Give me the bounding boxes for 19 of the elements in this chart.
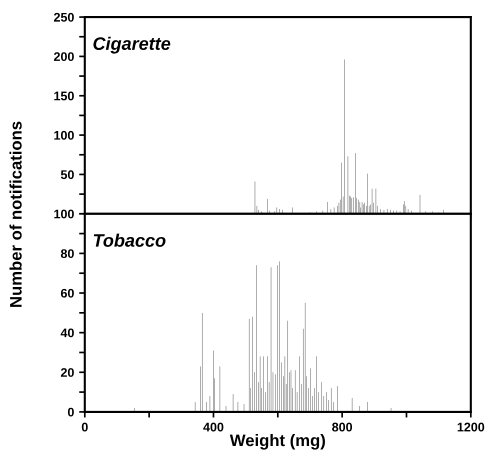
y-tick-label: 40 xyxy=(60,328,74,338)
y-tick-label: 100 xyxy=(54,130,74,140)
y-tick-label: 80 xyxy=(60,249,74,258)
y-tick-label: 60 xyxy=(60,288,74,298)
y-tick-label: 0 xyxy=(68,408,74,417)
y-tick-label: 250 xyxy=(54,12,74,22)
y-tick-label: 20 xyxy=(60,368,74,377)
x-tick-label: 400 xyxy=(203,422,224,432)
y-tick-label: 50 xyxy=(60,170,74,180)
y-axis-title: Number of notifications xyxy=(9,122,22,307)
x-axis-title: Weight (mg) xyxy=(230,434,325,450)
text: Cigarette xyxy=(93,36,170,54)
y-tick-label: 200 xyxy=(54,52,74,62)
x-tick-label: 800 xyxy=(332,422,352,432)
y-tick-label: 100 xyxy=(54,210,74,218)
text: Tobacco xyxy=(94,234,166,247)
x-tick-label: 1200 xyxy=(458,422,484,432)
y-tick-label: 150 xyxy=(54,92,74,100)
x-tick-label: 0 xyxy=(82,422,88,432)
